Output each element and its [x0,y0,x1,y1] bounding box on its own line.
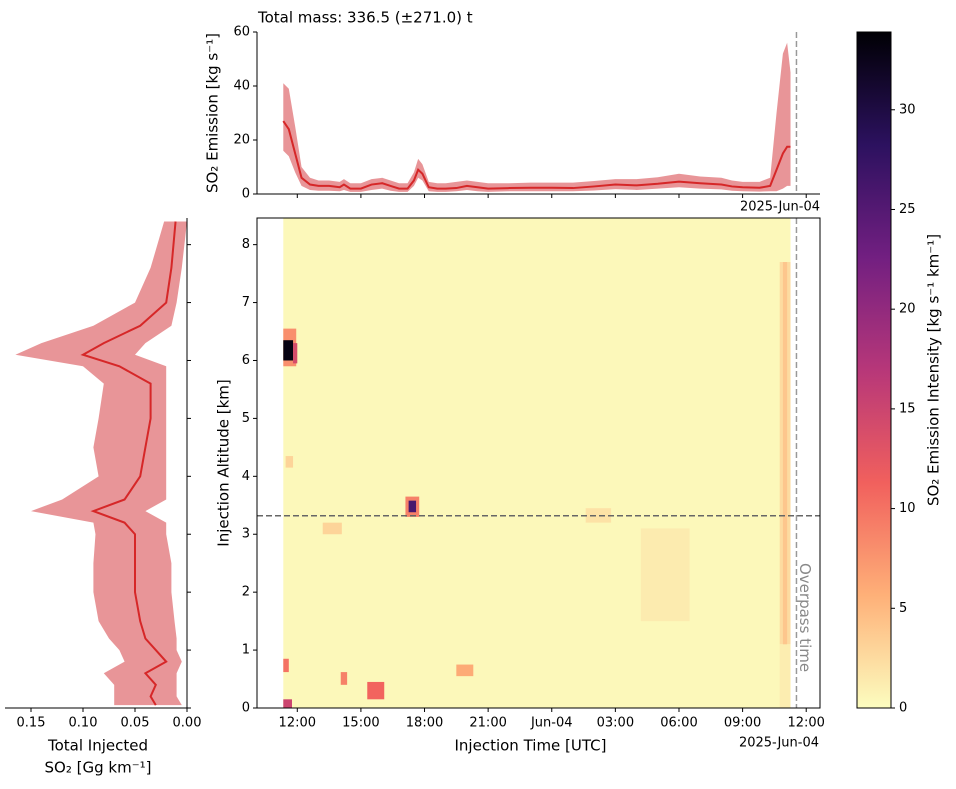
heat-cell [782,262,788,645]
heat-cell [285,456,294,468]
y-axis-label: Injection Altitude [km] [215,379,233,546]
colorbar-tick-label: 10 [899,501,916,516]
heat-cell [283,699,292,708]
colorbar [856,31,892,709]
y-tick-label: 0 [242,187,250,202]
y-tick-label: 0 [242,701,250,716]
heat-cell [293,343,298,364]
x-tick-label: 12:00 [787,716,824,731]
profile-line [80,221,177,706]
y-tick-label: 7 [242,295,250,310]
heat-cell [640,528,690,622]
x-tick-label: 0.00 [173,716,202,731]
y-tick-label: 6 [242,353,250,368]
y-tick-label: 3 [242,527,250,542]
heat-cell [367,681,385,700]
y-tick-label: 2 [242,585,250,600]
date-label: 2025-Jun-04 [739,736,819,751]
y-tick-label: 20 [233,133,250,148]
colorbar-tick-label: 30 [899,102,916,117]
heat-cell [283,340,294,361]
chart-title: Total mass: 336.5 (±271.0) t [257,9,473,27]
y-tick-label: 5 [242,411,250,426]
y-axis-label: SO₂ Emission [kg s⁻¹] [204,33,222,193]
x-tick-label: 12:00 [279,716,316,731]
y-tick-label: 1 [242,643,250,658]
colorbar-label: SO₂ Emission Intensity [kg s⁻¹ km⁻¹] [925,234,943,506]
colorbar-tick-label: 15 [899,401,916,416]
colorbar-tick-label: 0 [899,701,907,716]
colorbar-tick-label: 25 [899,202,916,217]
heat-cell [408,500,417,513]
x-axis-label: Total Injected [47,737,148,755]
overpass-label: Overpass time [796,563,814,672]
y-tick-label: 40 [233,79,250,94]
x-axis-label: Injection Time [UTC] [455,737,607,755]
uncertainty-band [283,42,791,192]
x-tick-label: 0.05 [121,716,150,731]
plot-frame [256,217,821,709]
x-axis-label: SO₂ [Gg km⁻¹] [45,759,152,777]
x-tick-label: 18:00 [406,716,443,731]
heat-cell [340,672,348,685]
heat-cell [322,522,342,535]
x-tick-label: 06:00 [660,716,697,731]
heat-cell [585,508,612,523]
date-label: 2025-Jun-04 [740,200,820,215]
x-tick-label: 15:00 [342,716,379,731]
x-tick-label: 21:00 [469,716,506,731]
heat-cell [283,218,791,708]
heat-cell [456,664,474,677]
heat-cell [779,644,791,708]
heat-cell [283,658,289,673]
y-tick-label: 8 [242,237,250,252]
x-tick-label: 09:00 [724,716,761,731]
x-tick-label: 0.10 [69,716,98,731]
x-tick-label: 03:00 [597,716,634,731]
y-tick-label: 4 [242,469,250,484]
x-tick-label: 0.15 [17,716,46,731]
uncertainty-band [15,221,188,706]
colorbar-tick-label: 20 [899,302,916,317]
colorbar-tick-label: 5 [899,601,907,616]
x-tick-label: Jun-04 [530,716,573,731]
y-tick-label: 60 [233,25,250,40]
emission-line [282,120,791,190]
